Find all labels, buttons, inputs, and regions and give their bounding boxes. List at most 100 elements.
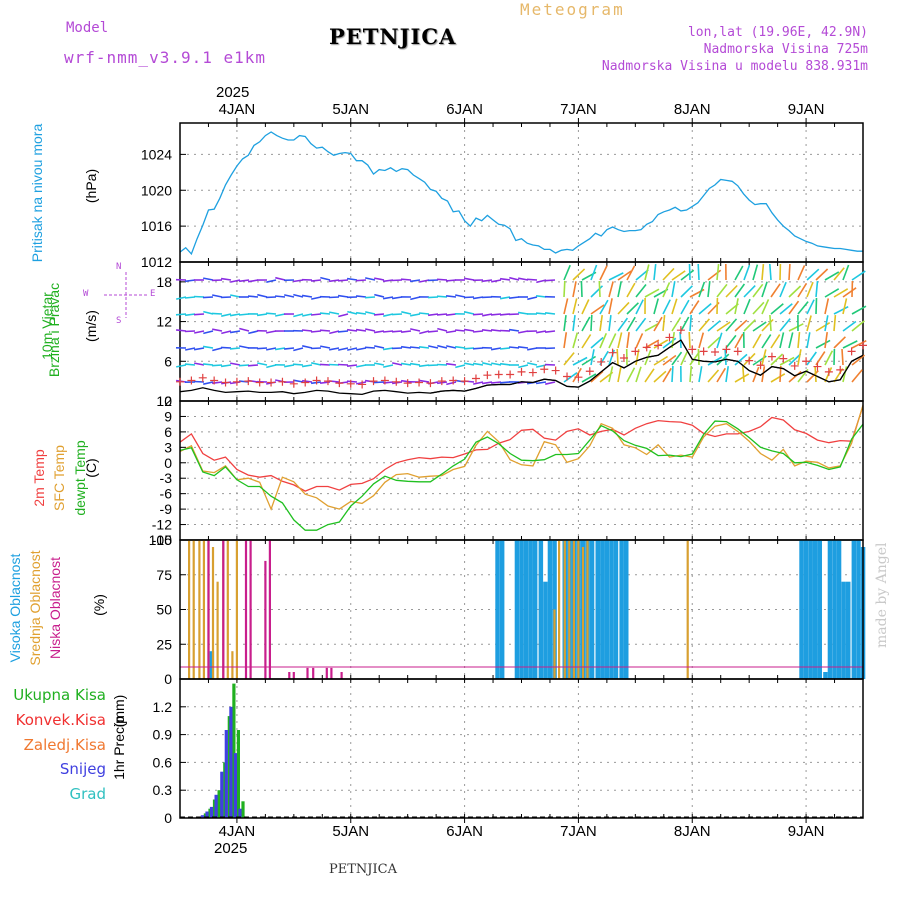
clouds-series-visoka-oblacnost-bar <box>619 540 624 679</box>
wind-arrow <box>338 313 349 318</box>
wind-arrow <box>301 379 313 383</box>
wind-arrow <box>743 298 751 315</box>
wind-arrow <box>419 346 430 349</box>
wind-gust-marker <box>767 352 776 361</box>
wind-arrow <box>373 330 385 334</box>
temperature-ytick-label: 0 <box>164 455 172 471</box>
clouds-series-niska-oblacnost-bar <box>312 667 315 679</box>
wind-arrow <box>572 268 586 281</box>
wind-arrow <box>815 339 831 349</box>
compass-west: W <box>83 289 89 299</box>
wind-arrow <box>788 353 802 366</box>
clouds-series-visoka-oblacnost-bar <box>817 540 822 679</box>
wind-arrow <box>194 362 205 366</box>
wind-axis-subtitle: Brzina i Pravac <box>46 282 62 378</box>
date-label-top: 5JAN <box>332 101 369 118</box>
station-title: PETNJICA <box>329 24 457 49</box>
wind-gust-marker <box>859 341 867 350</box>
wind-arrow <box>580 280 583 298</box>
wind-arrow <box>788 370 802 383</box>
temp-unit: (C) <box>83 458 99 478</box>
wind-arrow <box>824 298 830 315</box>
wind-arrow <box>833 305 849 315</box>
clouds-series-visoka-oblacnost-bar <box>823 672 828 679</box>
wind-arrow <box>788 263 791 281</box>
wind-arrow <box>193 347 205 351</box>
model-name: wrf-nmm_v3.9.1 e1km <box>64 48 267 67</box>
pressure-frame <box>179 122 864 263</box>
wind-arrow <box>707 369 720 383</box>
wind-arrow <box>356 364 367 368</box>
wind-arrow <box>814 365 817 383</box>
precipitation-series-ukupna-kisa-bar <box>241 801 245 818</box>
date-label-bottom: 4JAN <box>219 823 256 840</box>
wind-arrow <box>301 329 313 332</box>
clouds-series-srednja-oblacnost-bar <box>558 540 561 679</box>
wind-arrow <box>563 280 566 298</box>
wind-arrow <box>347 347 358 351</box>
wind-gust-marker <box>506 370 515 379</box>
wind-arrow <box>608 366 614 383</box>
wind-gust-marker <box>301 378 310 387</box>
wind-arrow <box>626 282 636 298</box>
wind-gust-marker <box>676 326 685 335</box>
temperature-ytick-label: -12 <box>152 517 172 533</box>
wind-arrow <box>707 269 722 281</box>
wind-gust-marker <box>711 348 720 357</box>
wind-gust-marker <box>733 347 742 356</box>
credit: made by Angel <box>874 542 890 649</box>
precipitation-series-snijeg-bar <box>214 794 218 818</box>
wind-arrow <box>608 315 612 332</box>
wind-arrow <box>220 277 232 281</box>
wind-gust-marker <box>335 379 344 388</box>
wind-arrow <box>176 364 187 368</box>
clouds-series-niska-oblacnost-bar <box>207 540 210 679</box>
wind-arrow <box>193 295 205 298</box>
wind-arrow <box>419 312 430 315</box>
wind-arrow <box>446 345 457 349</box>
wind-arrow <box>599 299 609 315</box>
wind-arrow <box>626 302 639 315</box>
wind-arrow <box>526 278 538 281</box>
clouds-series-srednja-oblacnost-bar <box>586 540 589 679</box>
wind-arrow <box>382 347 394 351</box>
precipitation-series-snijeg-bar <box>224 730 228 818</box>
wind-arrow <box>203 381 214 385</box>
wind-arrow <box>292 279 304 283</box>
cloud-axis-title-mid: Srednja Oblacnost <box>27 550 43 666</box>
precipitation-series-snijeg-bar <box>233 753 237 818</box>
wind-arrow <box>238 313 250 316</box>
wind-arrow <box>788 332 794 349</box>
footer-station: PETNJICA <box>329 862 397 877</box>
wind-gust-marker <box>608 348 617 357</box>
wind-gust-marker <box>847 347 856 356</box>
clouds-series-niska-oblacnost-bar <box>306 667 309 679</box>
wind-arrow <box>824 350 834 366</box>
wind-arrow <box>437 344 448 349</box>
wind-arrow <box>464 362 475 366</box>
wind-gust-marker <box>403 379 412 388</box>
wind-arrow <box>743 285 756 298</box>
wind-arrow <box>626 316 636 332</box>
wind-gust-marker <box>232 377 241 386</box>
wind-arrow <box>806 299 815 315</box>
wind-arrow <box>716 264 720 281</box>
wind-arrow <box>185 347 196 351</box>
wind-arrow <box>509 276 520 281</box>
wind-arrow <box>212 294 223 298</box>
wind-arrow <box>391 296 403 300</box>
wind-arrow <box>400 278 412 281</box>
wind-arrow <box>292 363 304 366</box>
model-elevation-label: Nadmorska Visina u modelu 838.931m <box>601 59 868 74</box>
wind-arrow <box>698 318 711 332</box>
wind-arrow <box>680 285 693 298</box>
wind-gust-marker <box>460 377 469 386</box>
wind-arrow <box>752 321 767 332</box>
wind-arrow <box>743 319 756 332</box>
clouds-series-srednja-oblacnost-bar <box>192 540 195 679</box>
wind-arrow <box>617 366 622 383</box>
date-label-top: 7JAN <box>560 101 597 118</box>
wind-arrow <box>455 329 466 332</box>
wind-arrow <box>473 381 484 385</box>
